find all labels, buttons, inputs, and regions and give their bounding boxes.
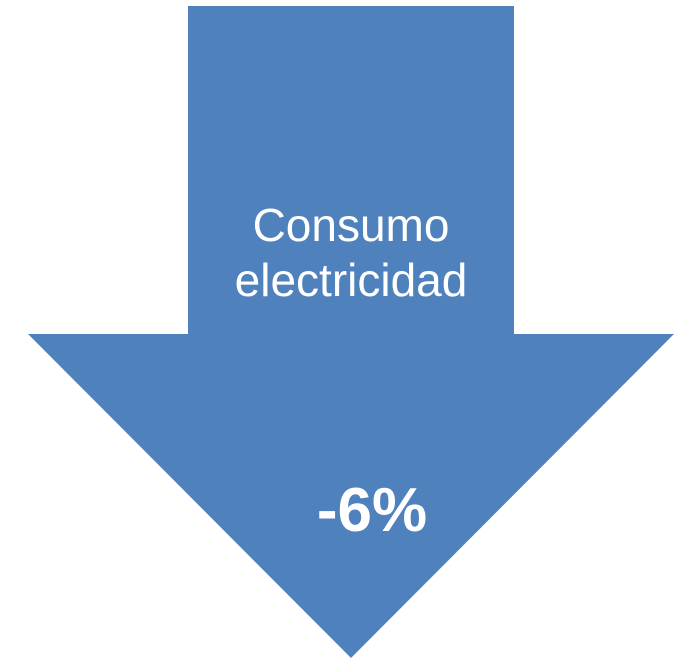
percent-change-value: -6% (316, 476, 428, 545)
arrow-label-line-2: electricidad (234, 254, 468, 306)
arrow-label-line-1: Consumo (252, 199, 450, 251)
down-arrow-icon (28, 6, 674, 658)
